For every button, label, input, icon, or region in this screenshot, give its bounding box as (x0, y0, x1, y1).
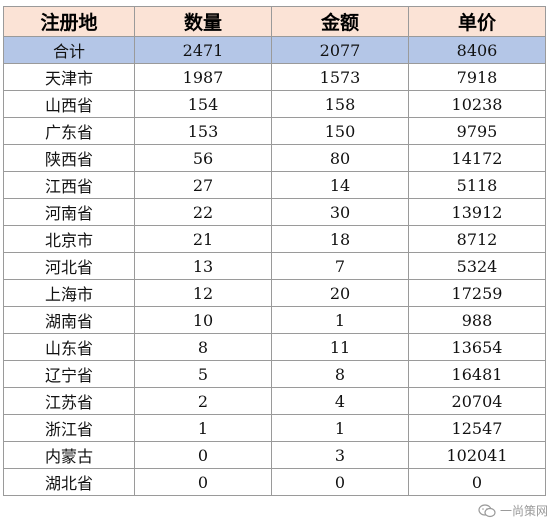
total-label: 合计 (3, 36, 135, 64)
cell-price: 0 (408, 468, 546, 496)
cell-price: 8712 (408, 225, 546, 253)
cell-count: 8 (134, 333, 272, 361)
cell-price: 17259 (408, 279, 546, 307)
cell-region: 湖北省 (3, 468, 135, 496)
cell-count: 12 (134, 279, 272, 307)
cell-price: 10238 (408, 90, 546, 118)
cell-count: 13 (134, 252, 272, 280)
wechat-icon (478, 503, 496, 517)
table-row: 湖北省 0 0 0 (3, 468, 546, 496)
cell-count: 154 (134, 90, 272, 118)
table-row: 北京市 21 18 8712 (3, 225, 546, 253)
table-row: 辽宁省 5 8 16481 (3, 360, 546, 388)
cell-count: 0 (134, 441, 272, 469)
header-amount: 金额 (271, 6, 409, 37)
header-region: 注册地 (3, 6, 135, 37)
table-row: 浙江省 1 1 12547 (3, 414, 546, 442)
cell-price: 5118 (408, 171, 546, 199)
cell-region: 陕西省 (3, 144, 135, 172)
cell-region: 山西省 (3, 90, 135, 118)
cell-count: 22 (134, 198, 272, 226)
cell-price: 13912 (408, 198, 546, 226)
header-count: 数量 (134, 6, 272, 37)
cell-count: 27 (134, 171, 272, 199)
watermark-text: 一尚策网 (499, 504, 548, 518)
cell-count: 5 (134, 360, 272, 388)
total-price: 8406 (408, 36, 546, 64)
cell-amount: 3 (271, 441, 409, 469)
header-price: 单价 (408, 6, 546, 37)
cell-amount: 1573 (271, 63, 409, 91)
table-row: 上海市 12 20 17259 (3, 279, 546, 307)
cell-amount: 14 (271, 171, 409, 199)
cell-price: 7918 (408, 63, 546, 91)
cell-amount: 1 (271, 414, 409, 442)
cell-price: 12547 (408, 414, 546, 442)
table-row: 河北省 13 7 5324 (3, 252, 546, 280)
cell-price: 14172 (408, 144, 546, 172)
header-row: 注册地 数量 金额 单价 (3, 6, 546, 37)
cell-price: 988 (408, 306, 546, 334)
cell-region: 河南省 (3, 198, 135, 226)
table-row: 江苏省 2 4 20704 (3, 387, 546, 415)
cell-region: 辽宁省 (3, 360, 135, 388)
table-row: 山西省 154 158 10238 (3, 90, 546, 118)
watermark: 一尚策网 (478, 502, 548, 519)
cell-region: 上海市 (3, 279, 135, 307)
cell-count: 153 (134, 117, 272, 145)
table-row: 山东省 8 11 13654 (3, 333, 546, 361)
cell-amount: 18 (271, 225, 409, 253)
data-table: 注册地 数量 金额 单价 合计 2471 2077 8406 天津市 1987 15… (3, 6, 546, 496)
cell-region: 河北省 (3, 252, 135, 280)
cell-amount: 11 (271, 333, 409, 361)
table-body: 合计 2471 2077 8406 天津市 1987 1573 7918 山西省 154 1… (3, 36, 546, 496)
cell-region: 浙江省 (3, 414, 135, 442)
cell-amount: 1 (271, 306, 409, 334)
cell-count: 0 (134, 468, 272, 496)
cell-amount: 0 (271, 468, 409, 496)
cell-region: 北京市 (3, 225, 135, 253)
cell-price: 16481 (408, 360, 546, 388)
cell-amount: 20 (271, 279, 409, 307)
cell-count: 21 (134, 225, 272, 253)
cell-region: 江苏省 (3, 387, 135, 415)
table-row: 陕西省 56 80 14172 (3, 144, 546, 172)
cell-region: 天津市 (3, 63, 135, 91)
table-header: 注册地 数量 金额 单价 (3, 6, 546, 37)
cell-region: 山东省 (3, 333, 135, 361)
cell-amount: 4 (271, 387, 409, 415)
cell-amount: 150 (271, 117, 409, 145)
cell-amount: 30 (271, 198, 409, 226)
table-row: 河南省 22 30 13912 (3, 198, 546, 226)
cell-count: 2 (134, 387, 272, 415)
cell-price: 20704 (408, 387, 546, 415)
cell-count: 1987 (134, 63, 272, 91)
table-row: 广东省 153 150 9795 (3, 117, 546, 145)
cell-count: 56 (134, 144, 272, 172)
total-amount: 2077 (271, 36, 409, 64)
cell-count: 1 (134, 414, 272, 442)
cell-price: 5324 (408, 252, 546, 280)
cell-region: 广东省 (3, 117, 135, 145)
cell-amount: 158 (271, 90, 409, 118)
table-row: 江西省 27 14 5118 (3, 171, 546, 199)
cell-amount: 80 (271, 144, 409, 172)
cell-region: 内蒙古 (3, 441, 135, 469)
total-row: 合计 2471 2077 8406 (3, 36, 546, 64)
cell-region: 江西省 (3, 171, 135, 199)
cell-price: 9795 (408, 117, 546, 145)
total-count: 2471 (134, 36, 272, 64)
cell-amount: 8 (271, 360, 409, 388)
table-row: 内蒙古 0 3 102041 (3, 441, 546, 469)
cell-amount: 7 (271, 252, 409, 280)
table-row: 湖南省 10 1 988 (3, 306, 546, 334)
cell-count: 10 (134, 306, 272, 334)
cell-price: 13654 (408, 333, 546, 361)
cell-region: 湖南省 (3, 306, 135, 334)
table-row: 天津市 1987 1573 7918 (3, 63, 546, 91)
cell-price: 102041 (408, 441, 546, 469)
